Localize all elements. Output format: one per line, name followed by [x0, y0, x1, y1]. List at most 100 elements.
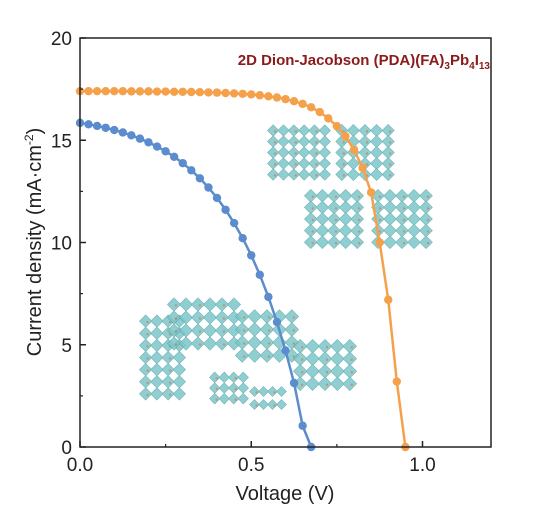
atom-dot	[365, 152, 369, 155]
octahedron-shape	[267, 146, 280, 159]
octahedron-shape	[139, 375, 153, 389]
atom-dot	[146, 357, 149, 360]
octahedron-shape	[342, 364, 358, 379]
series-2-point	[264, 292, 273, 302]
series-2-point	[221, 205, 230, 214]
octahedron-shape	[370, 124, 384, 137]
octahedron-shape	[317, 351, 333, 366]
atom-dot	[222, 343, 226, 346]
octahedron-shape	[214, 310, 230, 325]
series-1-point	[375, 238, 384, 247]
atom-dot	[358, 230, 361, 233]
octahedron-shape	[247, 309, 262, 324]
series-1-point	[144, 87, 153, 96]
atom-dot	[243, 316, 246, 319]
octahedron-shape	[139, 314, 153, 328]
atom-dot	[311, 195, 314, 198]
octahedron-shape	[178, 336, 194, 351]
octahedron-shape	[234, 348, 250, 363]
atom-dot	[301, 371, 304, 374]
series-2-point	[178, 158, 187, 168]
atom-dot	[334, 230, 338, 233]
octahedron-shape	[209, 393, 221, 405]
atom-dot	[222, 330, 226, 333]
series-1-point	[272, 93, 282, 102]
y-tick-label: 15	[51, 131, 72, 152]
atom-dot	[334, 207, 338, 210]
octahedron-shape	[166, 336, 182, 351]
atom-dot	[168, 369, 172, 372]
octahedron-shape	[298, 157, 311, 170]
series-1-point	[306, 103, 316, 112]
octahedron-shape	[209, 371, 221, 383]
atom-dot	[294, 163, 298, 166]
series-1-point	[281, 94, 290, 104]
octahedron-shape	[419, 223, 433, 238]
octahedron-shape	[287, 146, 300, 159]
x-tick-label: 0.0	[67, 455, 93, 476]
atom-dot	[301, 383, 304, 386]
octahedron-shape	[214, 336, 230, 351]
octahedron-shape	[315, 200, 330, 215]
octahedron-shape	[247, 335, 262, 350]
series-1-point	[247, 90, 256, 99]
octahedron-shape	[350, 200, 365, 215]
octahedron-shape	[381, 124, 395, 137]
octahedron-shape	[214, 323, 230, 338]
octahedron-shape	[284, 322, 300, 337]
crystal-cluster-bottom-left-1	[139, 314, 186, 401]
octahedron-shape	[228, 393, 240, 405]
octahedron-shape	[315, 212, 330, 226]
octahedron-shape	[284, 309, 300, 324]
octahedron-shape	[395, 212, 409, 226]
series-1-point	[358, 163, 367, 173]
octahedron-shape	[383, 200, 397, 215]
octahedron-shape	[407, 212, 421, 226]
octahedron-shape	[383, 235, 397, 250]
series-2-point	[281, 346, 290, 355]
octahedron-shape	[214, 297, 230, 312]
octahedron-shape	[383, 212, 397, 226]
series-1-point	[384, 295, 393, 304]
octahedron-shape	[330, 339, 345, 354]
octahedron-shape	[381, 157, 395, 170]
series-1-point	[324, 114, 333, 123]
atom-dot	[311, 218, 314, 222]
series-1-point	[84, 86, 93, 96]
octahedron-shape	[305, 364, 320, 379]
atom-dot	[426, 230, 430, 233]
octahedron-shape	[338, 188, 353, 203]
octahedron-shape	[172, 375, 186, 389]
octahedron-shape	[407, 200, 421, 215]
octahedron-shape	[139, 326, 153, 340]
atom-dot	[294, 174, 298, 177]
series-1-point	[212, 88, 222, 97]
octahedron-shape	[190, 323, 206, 338]
atom-dot	[146, 320, 149, 324]
atom-dot	[325, 383, 329, 386]
octahedron-shape	[249, 386, 260, 397]
atom-dot	[234, 398, 237, 401]
series-2-point	[298, 421, 307, 430]
octahedron-shape	[305, 376, 320, 391]
series-2-point	[187, 166, 196, 175]
octahedron-shape	[202, 323, 218, 338]
octahedron-shape	[298, 146, 311, 159]
octahedron-shape	[247, 348, 262, 363]
crystal-cluster-top-right-1	[267, 124, 331, 181]
atom-dot	[334, 195, 338, 198]
octahedron-shape	[298, 124, 311, 137]
octahedron-shape	[267, 124, 280, 137]
octahedron-shape	[202, 310, 218, 325]
atom-dot	[294, 152, 298, 155]
octahedron-shape	[150, 363, 164, 377]
octahedron-shape	[383, 188, 397, 203]
atom-dot	[426, 207, 430, 210]
octahedron-shape	[407, 223, 421, 238]
atom-dot	[243, 342, 246, 345]
octahedron-shape	[234, 322, 250, 337]
octahedron-shape	[419, 212, 433, 226]
atom-dot	[146, 381, 149, 384]
x-tick-label: 0.5	[238, 455, 264, 476]
octahedron-shape	[277, 124, 290, 137]
